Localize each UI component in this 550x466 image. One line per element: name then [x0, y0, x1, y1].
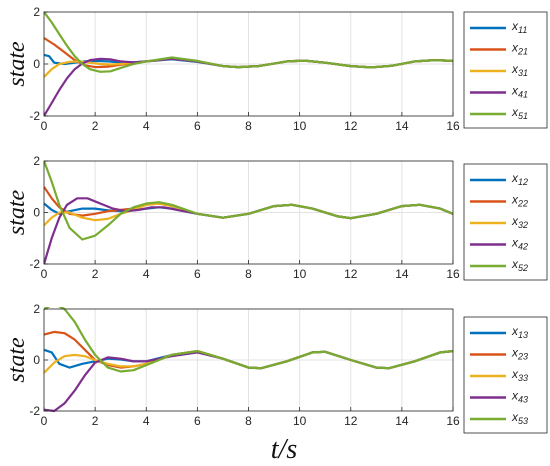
x-tick-label: 0 [41, 119, 48, 133]
legend-3: x13 x23 x33 x43 x53 [463, 316, 548, 434]
x-tick-label: 0 [41, 267, 48, 281]
x-tick-label: 0 [41, 414, 48, 428]
series-line-x51 [44, 11, 453, 73]
x-tick-label: 4 [143, 119, 150, 133]
legend-label: x11 [511, 19, 527, 35]
legend-1: x11 x21 x31 x41 x51 [463, 11, 548, 129]
x-tick-label: 2 [92, 414, 99, 428]
legend-label: x23 [511, 346, 528, 362]
x-tick-label: 2 [92, 119, 99, 133]
legend-label: x53 [511, 410, 528, 426]
legend-label: x52 [511, 257, 528, 273]
x-tick-label: 8 [245, 119, 252, 133]
x-tick-label: 6 [194, 267, 201, 281]
y-axis-label: state [4, 337, 30, 383]
y-tick-label: 0 [33, 206, 40, 220]
y-tick-label: 2 [33, 5, 40, 19]
x-tick-label: 4 [143, 267, 150, 281]
x-tick-label: 14 [395, 414, 409, 428]
y-axis-label: state [4, 41, 30, 87]
series-line-x53 [44, 307, 453, 373]
x-tick-label: 10 [293, 414, 307, 428]
x-axis-label: t/s [271, 434, 298, 465]
legend-label: x21 [511, 41, 528, 57]
x-tick-label: 2 [92, 267, 99, 281]
x-tick-label: 10 [293, 119, 307, 133]
x-tick-label: 6 [194, 119, 201, 133]
legend-label: x41 [511, 84, 528, 100]
y-tick-label: -2 [29, 257, 40, 271]
y-tick-label: 2 [33, 154, 40, 168]
legend-label: x43 [511, 389, 528, 405]
x-tick-label: 16 [446, 414, 460, 428]
legend-label: x32 [511, 214, 528, 230]
x-tick-label: 6 [194, 414, 201, 428]
x-tick-label: 4 [143, 414, 150, 428]
x-tick-label: 14 [395, 267, 409, 281]
y-axis-label: state [4, 189, 30, 235]
x-tick-label: 14 [395, 119, 409, 133]
x-tick-label: 16 [446, 119, 460, 133]
x-tick-label: 8 [245, 414, 252, 428]
legend-label: x22 [511, 193, 528, 209]
y-tick-label: 0 [33, 57, 40, 71]
y-tick-label: -2 [29, 109, 40, 123]
legend-label: x31 [511, 62, 528, 78]
x-tick-label: 12 [344, 414, 358, 428]
y-tick-label: 0 [33, 353, 40, 367]
x-tick-label: 12 [344, 267, 358, 281]
x-tick-label: 16 [446, 267, 460, 281]
x-tick-label: 8 [245, 267, 252, 281]
legend-label: x12 [511, 171, 528, 187]
legend-2: x12 x22 x32 x42 x52 [463, 163, 548, 281]
x-tick-label: 10 [293, 267, 307, 281]
y-tick-label: 2 [33, 302, 40, 316]
y-tick-label: -2 [29, 404, 40, 418]
legend-label: x33 [511, 367, 528, 383]
legend-label: x13 [511, 324, 528, 340]
legend-label: x42 [511, 236, 528, 252]
legend-label: x51 [511, 105, 528, 121]
x-tick-label: 12 [344, 119, 358, 133]
series-line-x52 [44, 160, 453, 241]
